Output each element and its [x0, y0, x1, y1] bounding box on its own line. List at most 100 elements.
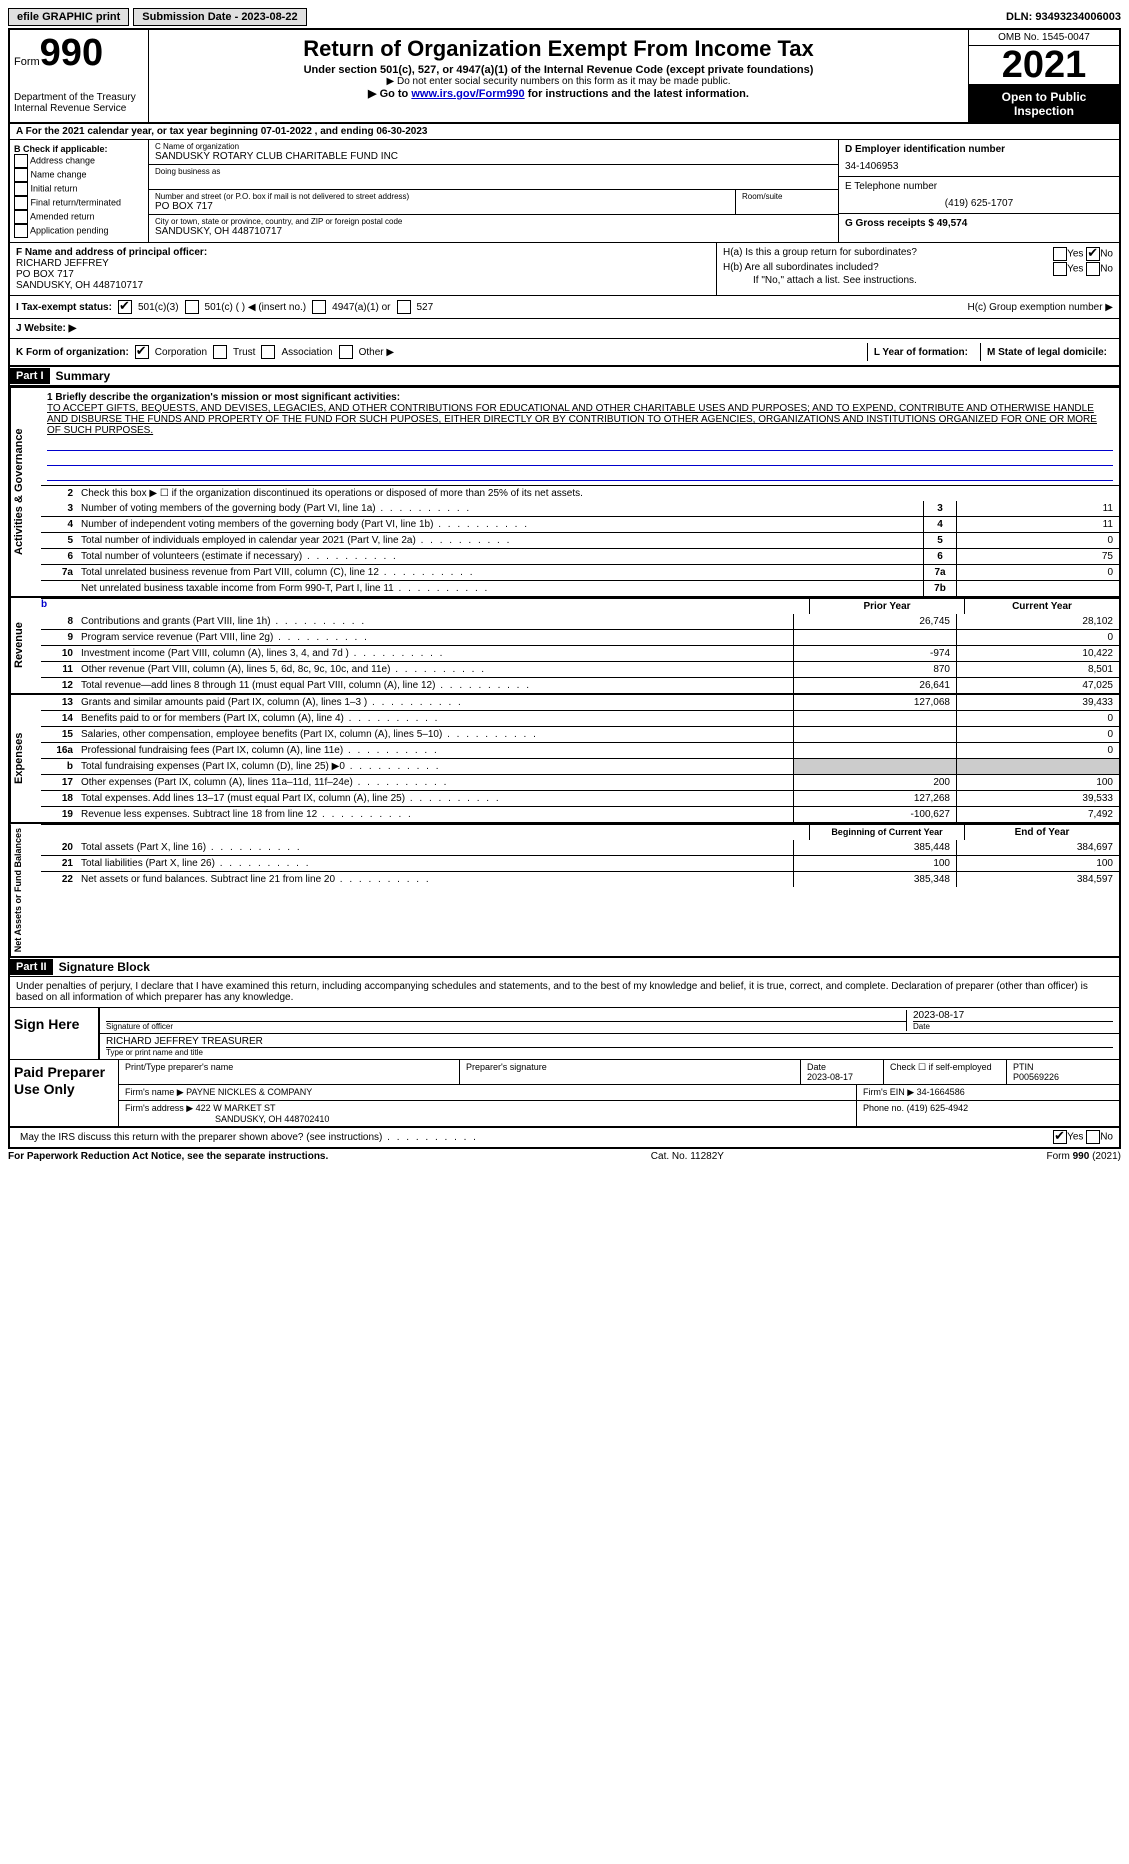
phone-label: E Telephone number: [845, 181, 1113, 192]
colb-checkbox[interactable]: [14, 210, 28, 224]
discuss-yes-checkbox[interactable]: [1053, 1130, 1067, 1144]
ptin-value: P00569226: [1013, 1072, 1059, 1082]
hb-no-checkbox[interactable]: [1086, 262, 1100, 276]
org-city: SANDUSKY, OH 448710717: [155, 226, 832, 237]
line-desc: Total liabilities (Part X, line 26): [77, 856, 793, 871]
colb-checkbox[interactable]: [14, 168, 28, 182]
line-desc: Net assets or fund balances. Subtract li…: [77, 872, 793, 887]
row-k-form-org: K Form of organization: Corporation Trus…: [10, 339, 1119, 366]
l-year-formation: L Year of formation:: [867, 343, 974, 361]
side-rev: Revenue: [10, 598, 41, 693]
form-container: Form 990 Department of the Treasury Inte…: [8, 28, 1121, 1149]
footer-mid: Cat. No. 11282Y: [651, 1151, 724, 1162]
officer-city: SANDUSKY, OH 448710717: [16, 280, 143, 291]
other-checkbox[interactable]: [339, 345, 353, 359]
firm-phone-label: Phone no.: [863, 1103, 904, 1113]
hdr-begin-year: Beginning of Current Year: [809, 825, 964, 840]
dept-treasury: Department of the Treasury: [14, 92, 144, 103]
side-exp: Expenses: [10, 695, 41, 822]
efile-button[interactable]: efile GRAPHIC print: [8, 8, 129, 26]
discuss-label: May the IRS discuss this return with the…: [16, 1130, 963, 1145]
line-desc: Grants and similar amounts paid (Part IX…: [77, 695, 793, 710]
colb-checkbox[interactable]: [14, 182, 28, 196]
line-desc: Total expenses. Add lines 13–17 (must eq…: [77, 791, 793, 806]
mission-text: TO ACCEPT GIFTS, BEQUESTS, AND DEVISES, …: [47, 403, 1097, 436]
501c3-checkbox[interactable]: [118, 300, 132, 314]
sig-date: 2023-08-17: [913, 1010, 1113, 1021]
col-b-checkboxes: B Check if applicable: Address change Na…: [10, 140, 149, 242]
ptin-label: PTIN: [1013, 1062, 1034, 1072]
top-bar: efile GRAPHIC print Submission Date - 20…: [8, 8, 1121, 26]
501c-checkbox[interactable]: [185, 300, 199, 314]
corp-checkbox[interactable]: [135, 345, 149, 359]
line-desc: Total revenue—add lines 8 through 11 (mu…: [77, 678, 793, 693]
line-desc: Total number of individuals employed in …: [77, 533, 923, 548]
gross-label: G Gross receipts $ 49,574: [845, 218, 967, 229]
part1-header: Part I Summary: [10, 366, 1119, 386]
4947-checkbox[interactable]: [312, 300, 326, 314]
line-desc: Other expenses (Part IX, column (A), lin…: [77, 775, 793, 790]
part2-header: Part II Signature Block: [10, 956, 1119, 977]
line-desc: Number of independent voting members of …: [77, 517, 923, 532]
firm-ein-label: Firm's EIN ▶: [863, 1087, 914, 1097]
row-j-website: J Website: ▶: [10, 319, 1119, 339]
firm-city: SANDUSKY, OH 448702410: [125, 1114, 329, 1124]
line-desc: Revenue less expenses. Subtract line 18 …: [77, 807, 793, 822]
hb-yes-checkbox[interactable]: [1053, 262, 1067, 276]
line-desc: Total assets (Part X, line 16): [77, 840, 793, 855]
phone-value: (419) 625-1707: [845, 198, 1113, 209]
m-state-domicile: M State of legal domicile:: [980, 343, 1113, 361]
ha-no-checkbox[interactable]: [1086, 247, 1100, 261]
room-label: Room/suite: [742, 192, 832, 201]
hb-note: If "No," attach a list. See instructions…: [723, 275, 1113, 286]
prep-date-label: Date: [807, 1062, 826, 1072]
irs-link[interactable]: www.irs.gov/Form990: [411, 88, 524, 100]
trust-checkbox[interactable]: [213, 345, 227, 359]
sig-intro: Under penalties of perjury, I declare th…: [10, 977, 1119, 1008]
line1-label: 1 Briefly describe the organization's mi…: [47, 392, 400, 403]
hdr-end-year: End of Year: [964, 825, 1119, 840]
discuss-no-checkbox[interactable]: [1086, 1130, 1100, 1144]
submission-button[interactable]: Submission Date - 2023-08-22: [133, 8, 306, 26]
ha-yes-checkbox[interactable]: [1053, 247, 1067, 261]
colb-checkbox[interactable]: [14, 196, 28, 210]
hb-row: H(b) Are all subordinates included? Yes …: [723, 262, 1113, 273]
hdr-prior-year: Prior Year: [809, 599, 964, 614]
colb-checkbox[interactable]: [14, 224, 28, 238]
hc-label: H(c) Group exemption number ▶: [967, 302, 1113, 313]
sig-officer-label: Signature of officer: [106, 1021, 906, 1031]
form-number: 990: [40, 34, 103, 72]
subtitle-3: ▶ Go to www.irs.gov/Form990 for instruct…: [153, 87, 964, 100]
assoc-checkbox[interactable]: [261, 345, 275, 359]
colb-checkbox[interactable]: [14, 154, 28, 168]
line-desc: Contributions and grants (Part VIII, lin…: [77, 614, 793, 629]
open-inspection: Open to Public Inspection: [969, 86, 1119, 122]
prep-name-label: Print/Type preparer's name: [125, 1062, 233, 1072]
officer-name: RICHARD JEFFREY: [16, 258, 109, 269]
page-footer: For Paperwork Reduction Act Notice, see …: [8, 1149, 1121, 1164]
revenue-section: Revenue b Prior Year Current Year 8Contr…: [10, 596, 1119, 693]
firm-name: PAYNE NICKLES & COMPANY: [186, 1087, 312, 1097]
line-desc: Investment income (Part VIII, column (A)…: [77, 646, 793, 661]
side-ag: Activities & Governance: [10, 388, 41, 596]
line-desc: Professional fundraising fees (Part IX, …: [77, 743, 793, 758]
sign-here-label: Sign Here: [10, 1008, 98, 1059]
officer-print-name: RICHARD JEFFREY TREASURER: [106, 1036, 1113, 1047]
form-header: Form 990 Department of the Treasury Inte…: [10, 30, 1119, 124]
firm-addr: 422 W MARKET ST: [196, 1103, 276, 1113]
officer-label: F Name and address of principal officer:: [16, 247, 207, 258]
firm-addr-label: Firm's address ▶: [125, 1103, 193, 1113]
net-assets-section: Net Assets or Fund Balances Beginning of…: [10, 822, 1119, 956]
ha-row: H(a) Is this a group return for subordin…: [723, 247, 1113, 258]
line-desc: Total unrelated business revenue from Pa…: [77, 565, 923, 580]
col-d-info: D Employer identification number 34-1406…: [838, 140, 1119, 242]
527-checkbox[interactable]: [397, 300, 411, 314]
org-name: SANDUSKY ROTARY CLUB CHARITABLE FUND INC: [155, 151, 832, 162]
subtitle-2: ▶ Do not enter social security numbers o…: [153, 76, 964, 87]
firm-ein: 34-1664586: [917, 1087, 965, 1097]
dba-label: Doing business as: [155, 167, 832, 176]
footer-left: For Paperwork Reduction Act Notice, see …: [8, 1151, 328, 1162]
line2-desc: Check this box ▶ ☐ if the organization d…: [77, 486, 1119, 501]
org-address: PO BOX 717: [155, 201, 729, 212]
form-title: Return of Organization Exempt From Incom…: [153, 36, 964, 62]
